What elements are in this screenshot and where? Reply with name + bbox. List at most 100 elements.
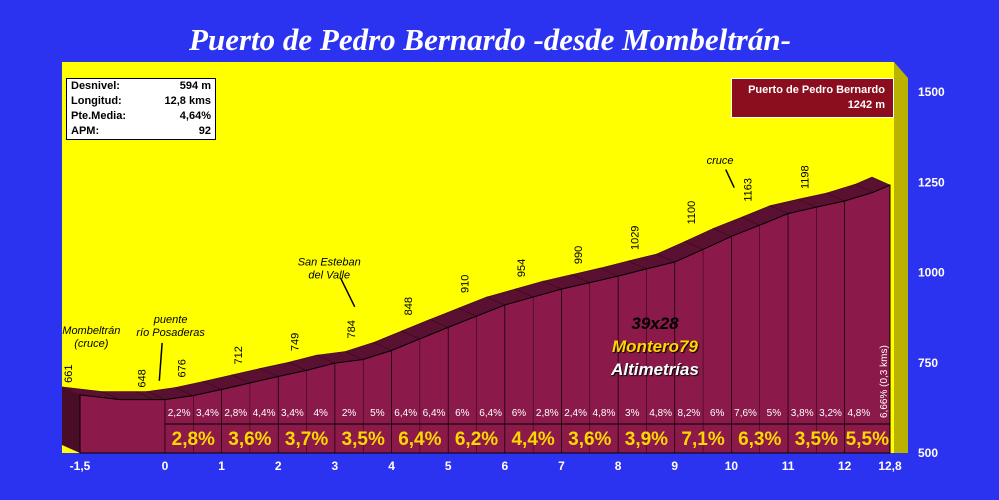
stat-value: 594 m — [179, 80, 211, 92]
y-tick-label: 750 — [918, 356, 938, 370]
annotation-label: puente — [153, 314, 188, 326]
gear-ratio: 39x28 — [631, 314, 679, 333]
altitude-label: 676 — [176, 359, 188, 377]
segment-grade: 4,8% — [593, 408, 616, 419]
segment-grade: 6% — [512, 408, 527, 419]
segment-grade: 5% — [370, 408, 385, 419]
y-tick-label: 1500 — [918, 85, 945, 99]
x-tick-label: 0 — [162, 459, 169, 473]
credits: 39x28 Montero79 Altimetrías — [560, 312, 750, 381]
km-grade: 5,5% — [846, 429, 889, 450]
plot-side-wall — [894, 62, 908, 453]
x-tick-label: 2 — [275, 459, 282, 473]
km-grade: 2,8% — [172, 429, 215, 450]
annotation-label: (cruce) — [74, 338, 109, 350]
altitude-label: 661 — [63, 365, 75, 383]
segment-grade: 3,4% — [196, 408, 219, 419]
segment-grade: 6,4% — [423, 408, 446, 419]
x-tick-label: 12,8 — [878, 459, 902, 473]
annotation-pointer — [725, 169, 735, 188]
segment-grade: 2,2% — [168, 408, 191, 419]
summit-altitude: 1242 m — [847, 99, 885, 111]
y-tick-label: 500 — [918, 446, 938, 460]
segment-grade: 6,4% — [479, 408, 502, 419]
x-tick-label: 6 — [501, 459, 508, 473]
summit-name: Puerto de Pedro Bernardo — [748, 84, 885, 96]
altitude-label: 1100 — [686, 201, 698, 225]
altitude-label: 749 — [290, 333, 302, 351]
stat-value: 92 — [198, 125, 211, 137]
final-grade: 6,66% (0,3 kms) — [879, 345, 890, 418]
segment-grade: 6% — [710, 408, 725, 419]
annotation-label: río Posaderas — [136, 327, 205, 339]
km-grade: 3,9% — [625, 429, 668, 450]
segment-grade: 4,4% — [253, 408, 276, 419]
annotation-label: del Valle — [308, 269, 350, 281]
altitude-label: 990 — [573, 246, 585, 264]
x-tick-label: 3 — [332, 459, 339, 473]
altitude-label: 784 — [346, 320, 358, 338]
altitude-label: 1029 — [629, 226, 641, 250]
altitude-label: 1163 — [743, 178, 755, 202]
segment-grade: 2,8% — [536, 408, 559, 419]
x-tick-label: 11 — [782, 459, 795, 473]
km-grade: 3,6% — [568, 429, 611, 450]
segment-grade: 2,4% — [564, 408, 587, 419]
km-grade: 4,4% — [511, 429, 554, 450]
segment-grade: 4% — [314, 408, 329, 419]
segment-grade: 3,4% — [281, 408, 304, 419]
x-tick-label: 8 — [615, 459, 622, 473]
km-grade: 6,3% — [738, 429, 781, 450]
km-grade: 3,5% — [342, 429, 385, 450]
stat-value: 4,64% — [179, 110, 211, 122]
x-tick-label: -1,5 — [70, 459, 91, 473]
x-tick-label: 10 — [725, 459, 739, 473]
stat-label: APM: — [71, 125, 100, 137]
stat-label: Desnivel: — [71, 80, 120, 92]
annotation-pointer — [158, 342, 163, 381]
chart-title: Puerto de Pedro Bernardo -desde Mombeltr… — [188, 22, 791, 57]
segment-grade: 2,8% — [224, 408, 247, 419]
km-grade: 3,5% — [795, 429, 838, 450]
segment-grade: 8,2% — [678, 408, 701, 419]
km-grade: 3,7% — [285, 429, 328, 450]
altitude-label: 910 — [460, 275, 472, 293]
segment-grade: 5% — [767, 408, 782, 419]
annotation-label: Mombeltrán — [62, 325, 120, 337]
author: Montero79 — [612, 337, 698, 356]
segment-grade: 2% — [342, 408, 357, 419]
annotation-label: San Esteban — [298, 256, 361, 268]
x-tick-label: 7 — [558, 459, 565, 473]
stat-row-pendiente: Pte.Media: 4,64% — [67, 109, 215, 124]
altitude-label: 954 — [516, 259, 528, 277]
segment-grade: 6,4% — [394, 408, 417, 419]
segment-grade: 3,2% — [819, 408, 842, 419]
profile-left-face — [62, 386, 80, 453]
km-grade: 6,4% — [398, 429, 441, 450]
altitude-label: 848 — [403, 297, 415, 315]
stat-row-longitud: Longitud: 12,8 kms — [67, 94, 215, 109]
segment-grade: 6% — [455, 408, 470, 419]
brand: Altimetrías — [611, 360, 699, 379]
x-tick-label: 9 — [671, 459, 678, 473]
stat-row-desnivel: Desnivel: 594 m — [67, 79, 215, 94]
segment-grade: 4,8% — [649, 408, 672, 419]
stat-row-apm: APM: 92 — [67, 124, 215, 139]
km-grade: 6,2% — [455, 429, 498, 450]
x-tick-label: 5 — [445, 459, 452, 473]
altitude-label: 712 — [233, 346, 245, 364]
x-tick-label: 1 — [218, 459, 225, 473]
km-grade: 7,1% — [681, 429, 724, 450]
stat-value: 12,8 kms — [164, 95, 211, 107]
segment-grade: 3% — [625, 408, 640, 419]
x-tick-label: 12 — [838, 459, 852, 473]
km-grade: 3,6% — [228, 429, 271, 450]
annotation-label: cruce — [707, 155, 734, 167]
altitude-label: 1198 — [799, 165, 811, 189]
stat-label: Pte.Media: — [71, 110, 127, 122]
segment-grade: 7,6% — [734, 408, 757, 419]
segment-grade: 4,8% — [847, 408, 870, 419]
summit-box: Puerto de Pedro Bernardo 1242 m — [731, 78, 894, 118]
x-tick-label: 4 — [388, 459, 395, 473]
